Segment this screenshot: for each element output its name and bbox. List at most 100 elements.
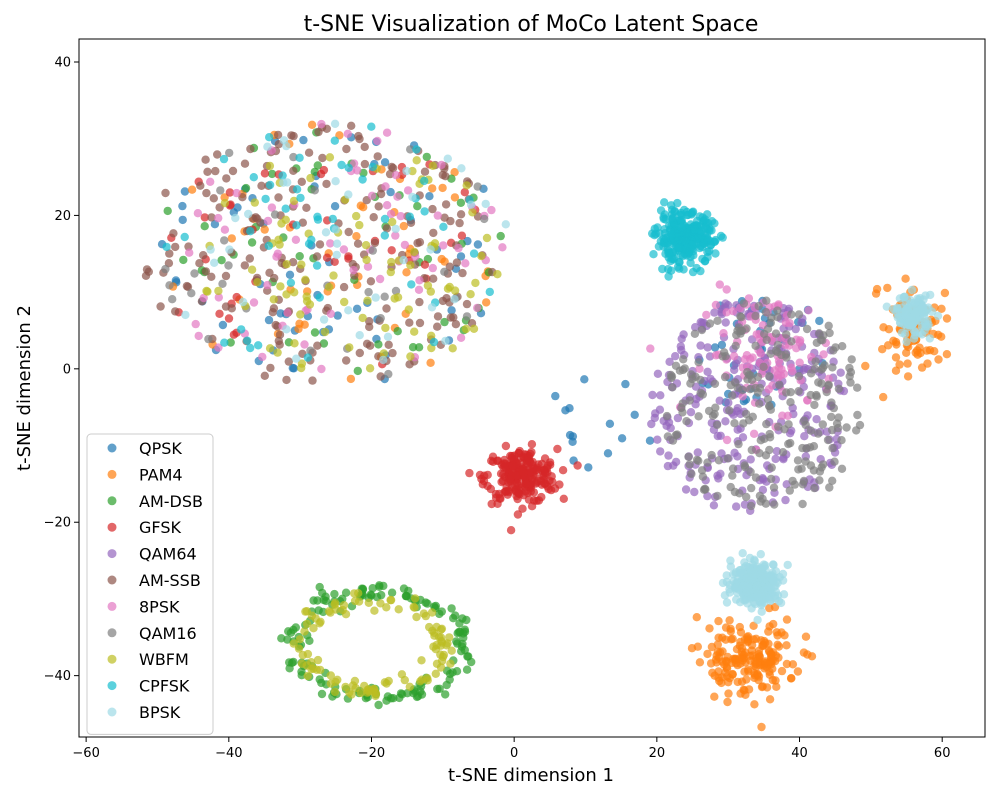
data-point	[297, 177, 306, 186]
data-point	[933, 311, 943, 321]
data-point	[904, 303, 913, 312]
data-point	[441, 200, 451, 209]
data-point	[289, 196, 299, 206]
data-point	[878, 345, 887, 354]
data-point	[306, 173, 315, 183]
legend-marker	[107, 575, 117, 585]
data-point	[746, 455, 755, 464]
data-point	[300, 340, 309, 349]
data-point	[292, 185, 302, 194]
data-point	[341, 588, 351, 597]
data-point	[884, 325, 894, 334]
y-axis-label: t-SNE dimension 2	[14, 305, 35, 471]
data-point	[686, 408, 696, 417]
data-point	[310, 328, 320, 337]
legend-label: QAM16	[139, 624, 197, 643]
data-point	[440, 213, 449, 222]
data-point	[794, 310, 804, 319]
data-point	[498, 476, 508, 486]
data-point	[827, 425, 837, 435]
data-point	[433, 312, 443, 321]
data-point	[746, 467, 755, 477]
data-point	[739, 595, 748, 604]
data-point	[690, 487, 699, 497]
data-point	[788, 660, 798, 669]
data-point	[300, 627, 309, 636]
data-point	[729, 352, 739, 361]
data-point	[700, 484, 709, 494]
data-point	[435, 609, 444, 619]
data-point	[290, 339, 299, 348]
data-point	[288, 258, 298, 267]
data-point	[165, 281, 174, 290]
data-point	[680, 205, 689, 215]
data-point	[742, 351, 752, 360]
data-point	[710, 379, 720, 388]
data-point	[426, 358, 435, 367]
data-point	[751, 659, 761, 668]
data-point	[937, 304, 946, 313]
data-point	[749, 429, 759, 438]
data-point	[342, 144, 351, 154]
data-point	[704, 406, 714, 416]
data-point	[755, 449, 764, 458]
data-point	[853, 410, 862, 420]
data-point	[256, 218, 265, 227]
data-point	[246, 144, 255, 154]
data-point	[360, 142, 369, 152]
data-point	[297, 363, 306, 373]
data-point	[684, 452, 693, 461]
data-point	[682, 243, 692, 252]
data-point	[810, 400, 819, 410]
data-point	[290, 288, 299, 297]
data-point	[247, 238, 257, 247]
data-point	[358, 313, 367, 323]
data-point	[727, 391, 737, 400]
data-point	[751, 311, 760, 321]
data-point	[393, 327, 402, 336]
data-point	[373, 136, 382, 146]
data-point	[824, 381, 833, 390]
data-point	[899, 293, 908, 302]
data-point	[698, 472, 708, 481]
data-point	[759, 570, 768, 580]
data-point	[376, 314, 385, 323]
data-point	[277, 634, 286, 643]
data-point	[265, 180, 275, 190]
data-point	[412, 145, 421, 154]
data-point	[834, 413, 843, 422]
data-point	[382, 304, 391, 313]
data-point	[440, 317, 449, 327]
data-point	[201, 155, 210, 164]
data-point	[806, 426, 816, 435]
data-point	[445, 633, 454, 642]
data-point	[364, 687, 373, 696]
data-point	[279, 136, 289, 145]
data-point	[711, 235, 720, 245]
data-point	[649, 250, 658, 259]
data-point	[365, 364, 375, 373]
data-point	[645, 436, 655, 445]
data-point	[399, 221, 408, 231]
data-point	[367, 191, 377, 200]
data-point	[448, 344, 457, 353]
data-point	[254, 341, 263, 350]
data-point	[302, 203, 311, 212]
data-point	[722, 598, 732, 607]
data-point	[187, 289, 196, 298]
data-point	[696, 318, 705, 327]
data-point	[682, 228, 691, 238]
data-point	[724, 398, 733, 407]
data-point	[783, 411, 792, 420]
data-point	[304, 148, 314, 157]
data-point	[380, 158, 390, 167]
data-point	[667, 255, 677, 264]
data-point	[793, 667, 803, 676]
data-point	[222, 174, 231, 183]
data-point	[265, 344, 275, 353]
data-point	[668, 215, 677, 224]
data-point	[837, 464, 847, 473]
data-point	[362, 339, 372, 348]
data-point	[314, 606, 323, 615]
data-point	[756, 436, 765, 445]
